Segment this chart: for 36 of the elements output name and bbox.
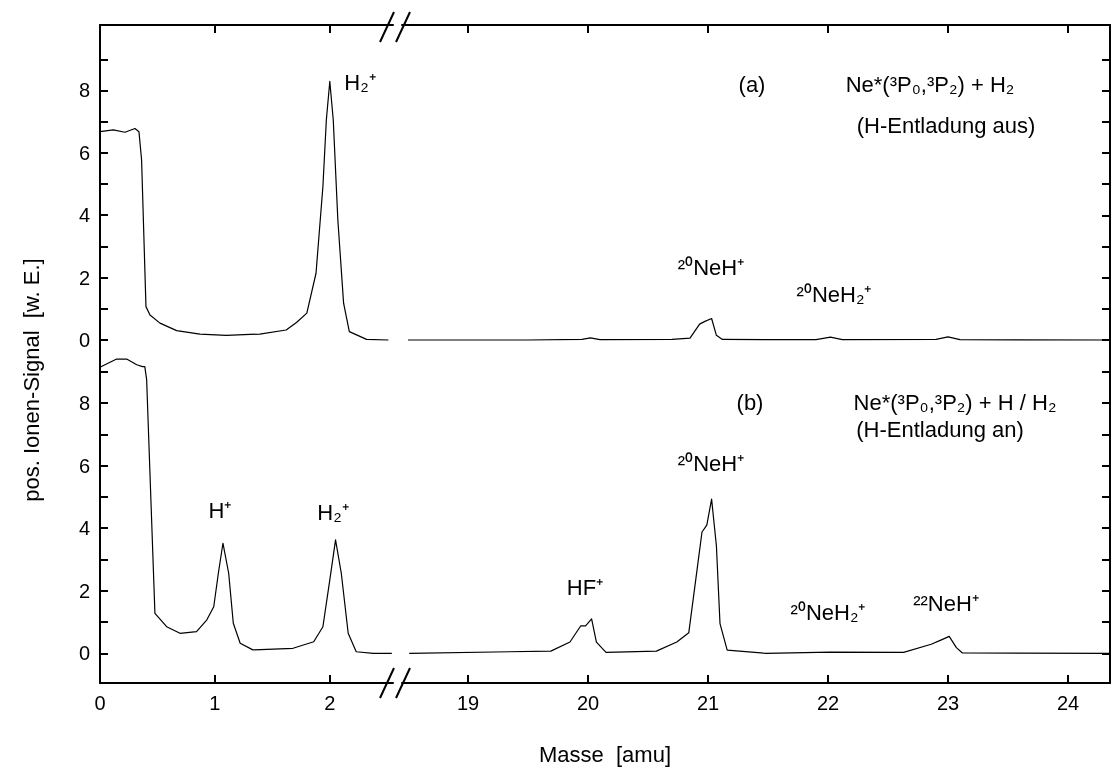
annotation: (H-Entladung an) [856,416,1024,442]
y-tick-label: 6 [78,141,90,164]
annotation: Ne*(³P₀,³P₂) + H₂ [845,71,1015,97]
x-tick-label: 0 [94,692,106,714]
y-axis-title: pos. Ionen-Signal [w. E.] [19,258,45,502]
annotation: Ne*(³P₀,³P₂) + H / H₂ [853,389,1057,415]
x-tick-label: 23 [936,692,960,714]
y-tick-label: 8 [78,392,90,415]
annotation: ²⁰NeH⁺ [677,450,745,476]
annotation: ²⁰NeH₂⁺ [796,281,872,307]
x-tick-label: 22 [816,692,840,714]
y-tick-label: 8 [78,79,90,102]
y-tick-label: 4 [78,204,90,227]
y-tick-label: 4 [78,517,90,540]
y-tick-label: 6 [78,454,90,477]
annotation: H⁺ [208,497,232,523]
annotation: (H-Entladung aus) [856,112,1036,138]
annotation: ²⁰NeH₂⁺ [790,599,866,625]
x-tick-label: 21 [696,692,720,714]
x-tick-label: 20 [576,692,600,714]
annotation: ²²NeH⁺ [913,590,979,616]
x-tick-label: 1 [209,692,221,714]
y-tick-label: 2 [78,266,90,289]
annotation: (a) [738,71,766,97]
x-tick-label: 24 [1056,692,1080,714]
y-tick-label: 2 [78,579,90,602]
x-tick-label: 19 [456,692,480,714]
annotation: (b) [736,389,764,415]
y-tick-label: 0 [78,329,90,351]
x-axis-title: Masse [amu] [538,742,672,768]
y-tick-label: 0 [78,642,90,665]
annotation: ²⁰NeH⁺ [677,254,745,280]
annotation: H₂⁺ [317,499,349,525]
x-tick-label: 2 [324,692,336,714]
annotation: HF⁺ [566,574,604,600]
annotation: H₂⁺ [344,69,376,95]
